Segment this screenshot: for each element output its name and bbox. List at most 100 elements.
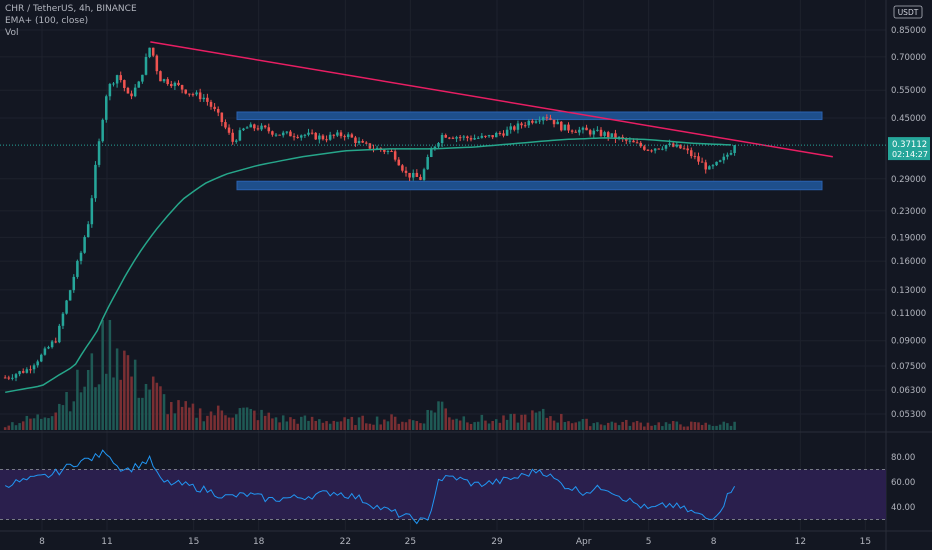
price-tick-12: 0.07500 — [891, 362, 926, 372]
candle-body-133 — [484, 135, 487, 137]
candle-body-34 — [126, 87, 130, 94]
trendline[interactable] — [150, 41, 833, 158]
volume-bar-172 — [625, 419, 628, 430]
volume-bar-16 — [61, 405, 65, 430]
time-tick-6: 29 — [491, 537, 503, 547]
volume-bar-138 — [502, 415, 505, 430]
volume-bar-159 — [578, 421, 581, 430]
candle-body-29 — [108, 83, 112, 97]
candle-body-178 — [646, 149, 650, 151]
volume-bar-128 — [466, 422, 469, 430]
price-tick-5: 0.29000 — [891, 175, 926, 185]
candle-body-93 — [339, 132, 343, 137]
candle-body-183 — [664, 145, 668, 149]
volume-bar-33 — [123, 350, 126, 430]
volume-bar-86 — [314, 420, 317, 430]
volume-bar-50 — [184, 401, 187, 430]
volume-bar-61 — [224, 415, 227, 430]
volume-bar-177 — [643, 426, 646, 430]
volume-bar-58 — [213, 415, 216, 430]
volume-bar-197 — [715, 425, 718, 430]
volume-bar-118 — [430, 410, 433, 430]
volume-bar-18 — [68, 411, 72, 430]
volume-bar-120 — [437, 401, 440, 430]
candle-body-123 — [448, 137, 451, 139]
zone-1 — [236, 180, 823, 191]
volume-bar-45 — [166, 414, 169, 430]
candle-body-150 — [545, 117, 549, 119]
candle-body-58 — [213, 106, 216, 110]
candle-body-2 — [11, 377, 14, 379]
volume-bar-190 — [690, 421, 693, 430]
candle-body-57 — [209, 101, 213, 107]
volume-bar-101 — [368, 423, 372, 430]
volume-bar-148 — [538, 411, 541, 430]
candle-body-3 — [14, 374, 18, 378]
candle-body-18 — [68, 290, 72, 301]
candle-body-191 — [693, 156, 697, 158]
symbol-title[interactable]: CHR / TetherUS, 4h, BINANCE — [5, 4, 137, 14]
price-tick-8: 0.16000 — [891, 257, 926, 267]
candle-body-20 — [76, 260, 79, 277]
volume-bar-169 — [614, 422, 617, 430]
volume-bar-184 — [668, 423, 671, 430]
time-tick-11: 15 — [860, 537, 871, 547]
candle-body-110 — [401, 165, 404, 171]
zones[interactable] — [236, 111, 823, 191]
volume-bar-149 — [541, 408, 545, 430]
volume-legend[interactable]: Vol — [5, 28, 19, 38]
volume-bar-12 — [47, 418, 50, 430]
candle-body-144 — [523, 125, 527, 127]
candle-body-109 — [397, 159, 401, 166]
volume-bar-175 — [635, 420, 639, 430]
countdown-label: 02:14:27 — [892, 150, 928, 159]
volume-bar-154 — [560, 413, 563, 430]
volume-bar-71 — [260, 409, 263, 430]
candle-body-195 — [708, 166, 711, 170]
candle-body-55 — [202, 97, 206, 100]
volume-bar-147 — [534, 412, 538, 430]
candle-body-63 — [231, 132, 234, 142]
volume-bar-164 — [596, 422, 599, 430]
candle-body-96 — [350, 134, 354, 138]
candle-body-154 — [560, 121, 563, 131]
time-tick-2: 15 — [188, 537, 199, 547]
candle-body-83 — [303, 134, 307, 136]
currency-badge-label: USDT — [898, 8, 919, 17]
candle-body-31 — [115, 75, 119, 84]
candle-body-142 — [516, 123, 520, 130]
candle-body-125 — [455, 137, 458, 139]
candle-body-89 — [325, 139, 328, 141]
volume-bar-129 — [469, 423, 473, 430]
volume-bar-160 — [581, 419, 585, 430]
candle-body-99 — [361, 141, 364, 143]
candle-body-135 — [491, 135, 494, 138]
candle-body-68 — [249, 124, 252, 128]
volume-bar-77 — [281, 415, 285, 430]
candle-body-71 — [260, 125, 263, 130]
candle-body-129 — [469, 138, 473, 140]
volume-bar-108 — [393, 416, 397, 430]
candle-body-187 — [679, 144, 682, 149]
ema-legend[interactable]: EMA+ (100, close) — [5, 16, 89, 26]
candle-body-65 — [238, 130, 242, 141]
rsi-path — [4, 449, 736, 525]
volume-bar-109 — [397, 423, 401, 430]
volume-bar-84 — [307, 420, 310, 430]
candle-body-90 — [328, 134, 332, 140]
volume-bar-57 — [209, 411, 213, 430]
price-tick-7: 0.19000 — [891, 233, 926, 243]
volume-bar-39 — [144, 383, 148, 430]
volume-bar-34 — [126, 355, 130, 430]
candle-body-141 — [513, 126, 516, 130]
volume-bar-180 — [653, 425, 657, 430]
volume-bar-19 — [72, 401, 76, 430]
volume-bar-106 — [386, 421, 390, 430]
candle-body-179 — [650, 150, 653, 152]
candle-body-49 — [180, 85, 184, 90]
volume-bar-195 — [708, 424, 711, 430]
volume-bar-76 — [278, 422, 281, 430]
